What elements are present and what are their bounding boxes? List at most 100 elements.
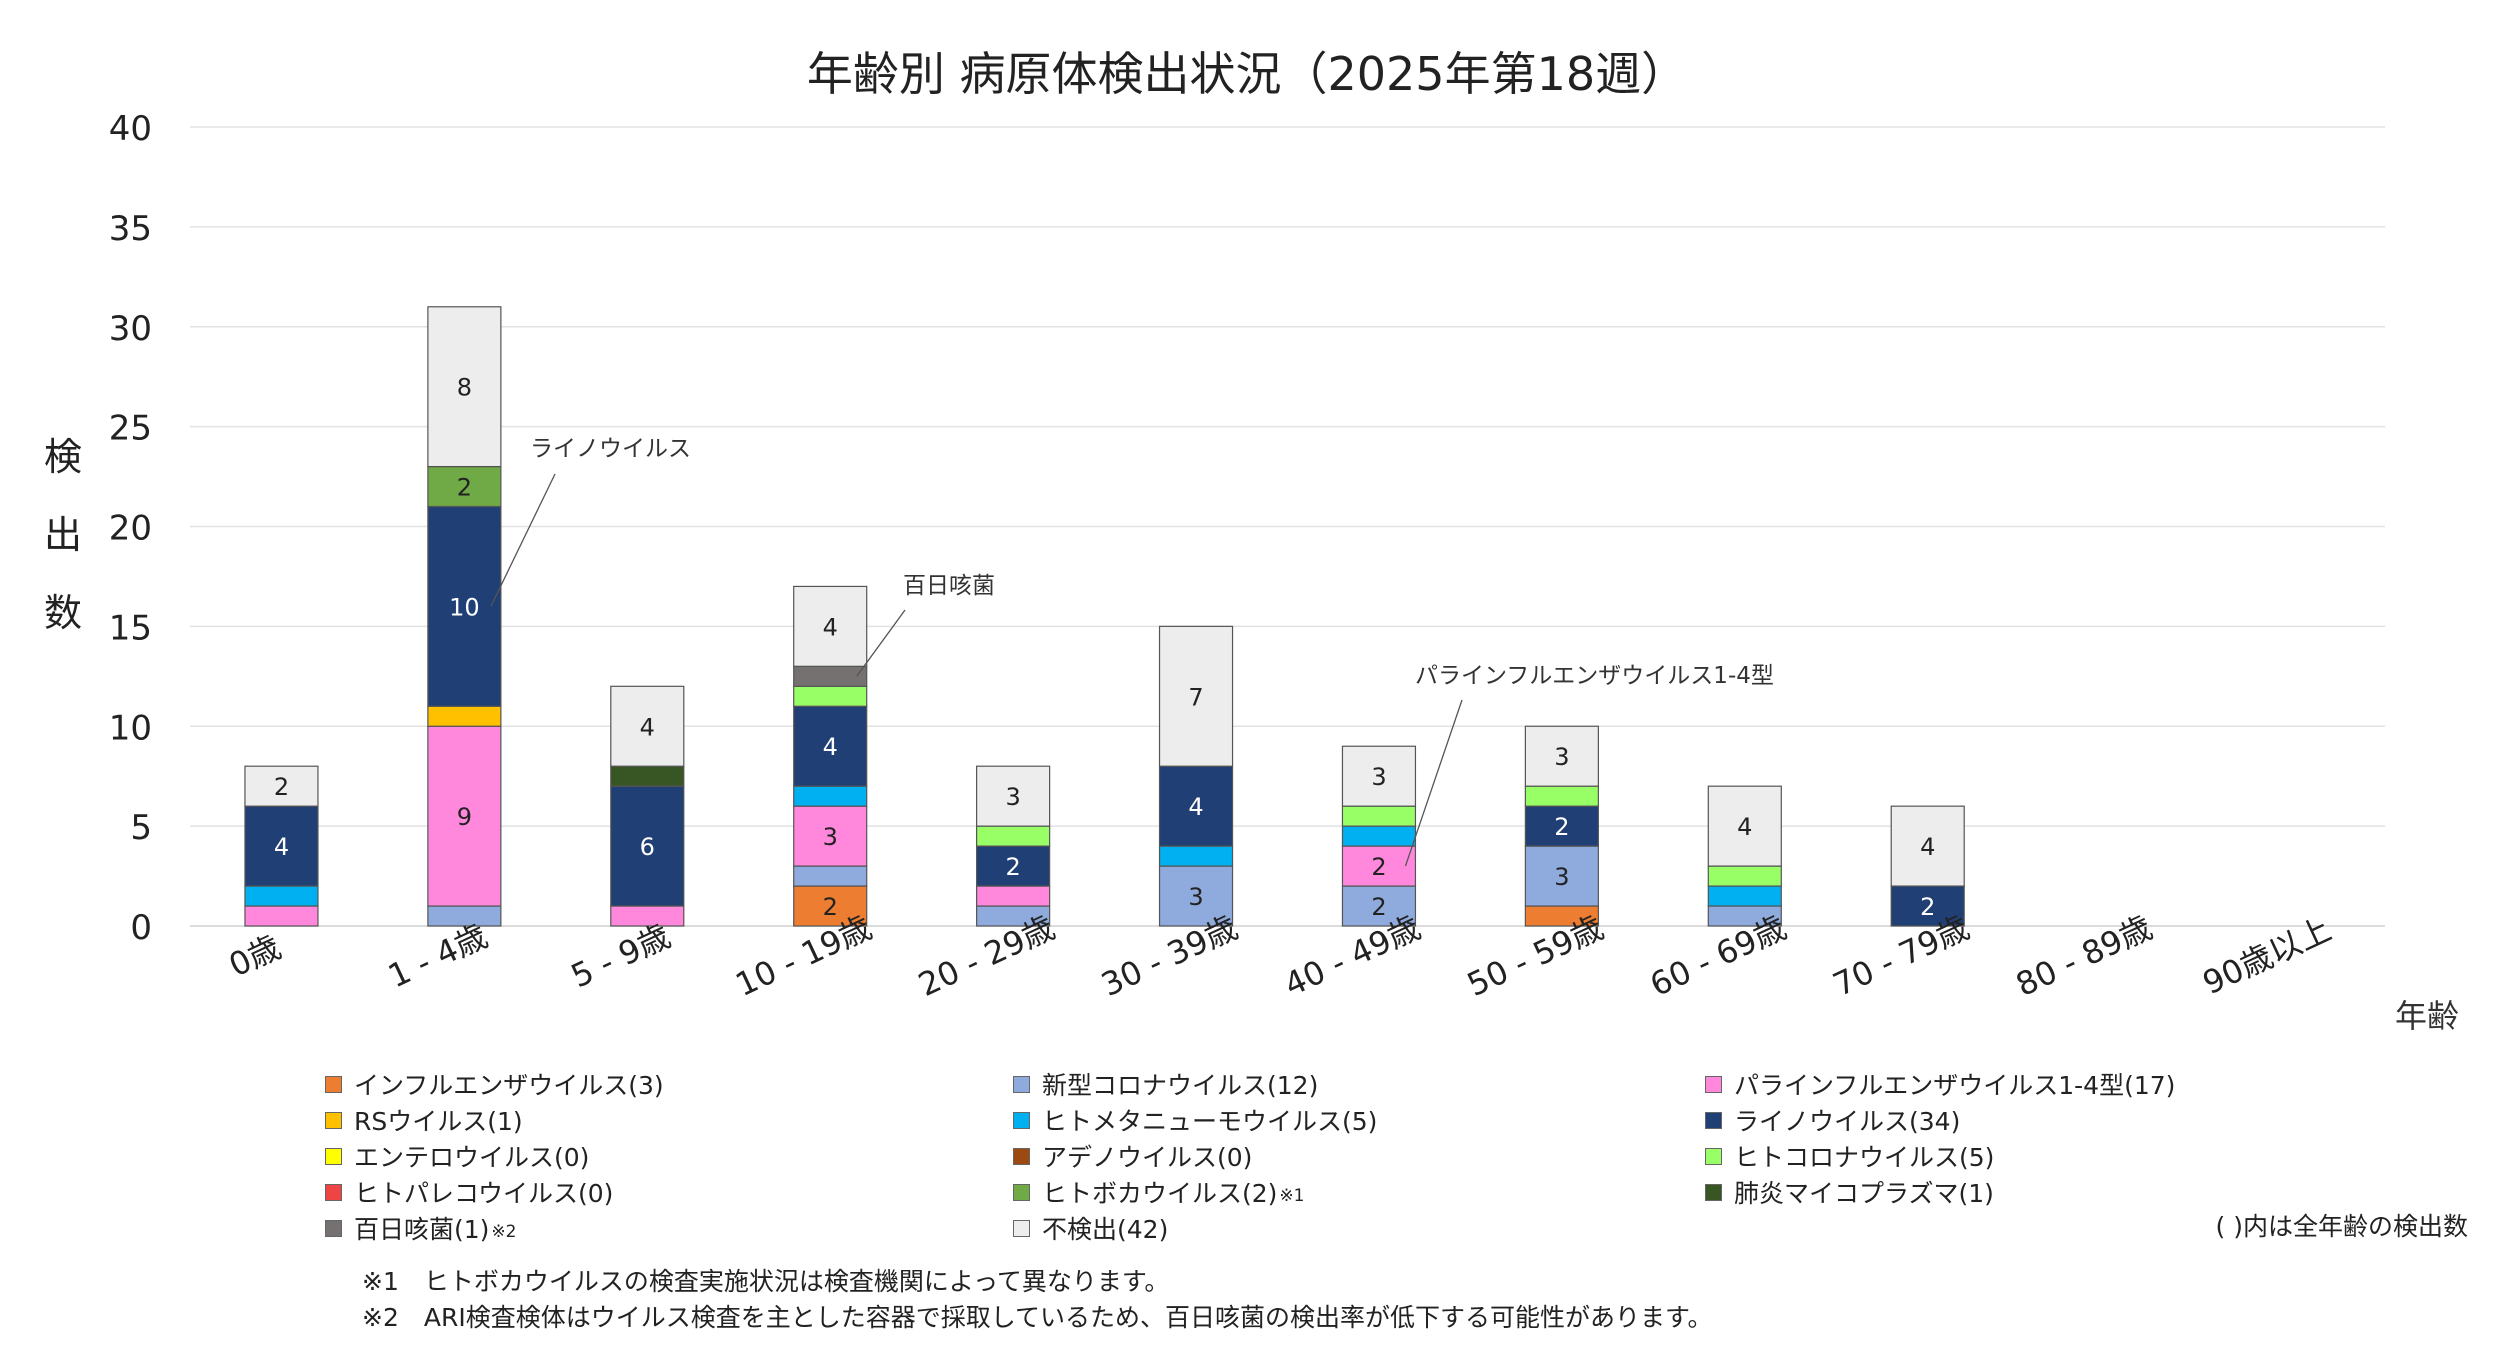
callout-label: パラインフルエンザウイルス1-4型	[1415, 663, 1774, 689]
gridlines	[190, 126, 2385, 927]
legend-note-mark: ※1	[1279, 1186, 1305, 1206]
data-label: 2	[1920, 893, 1935, 921]
bar-segment	[976, 885, 1051, 907]
data-label: 2	[274, 773, 289, 801]
y-axis-label: 検出数	[44, 435, 82, 635]
bar-segment	[610, 765, 685, 787]
legend-label: ヒトメタニューモウイルス(5)	[1042, 1107, 1378, 1136]
data-label: 4	[1188, 793, 1203, 821]
legend-label: RSウイルス(1)	[354, 1107, 523, 1136]
bar-segment	[793, 805, 868, 867]
legend-item: ヒトコロナウイルス(5)	[1705, 1138, 1994, 1174]
bar-segment	[1158, 765, 1234, 847]
callout-label: ライノウイルス	[530, 436, 691, 462]
bar-segment	[1890, 885, 1965, 927]
data-label: 2	[1005, 853, 1020, 881]
legend-swatch	[1013, 1075, 1030, 1093]
legend-label: ヒトボカウイルス(2)	[1042, 1179, 1278, 1208]
y-tick-label: 30	[109, 309, 152, 349]
legend-label: ヒトコロナウイルス(5)	[1734, 1143, 1995, 1172]
data-label: 3	[1554, 743, 1569, 771]
legend-swatch	[1013, 1111, 1030, 1129]
bar-segment	[793, 685, 868, 707]
x-tick-label: 0歳	[223, 928, 287, 985]
data-label: 2	[457, 474, 472, 502]
legend-item: ヒトボカウイルス(2) ※1	[1013, 1174, 1304, 1210]
bar-segment	[1158, 865, 1234, 927]
data-label: 2	[823, 893, 838, 921]
legend-swatch	[1705, 1183, 1722, 1201]
bar-segment	[793, 885, 868, 927]
bar-segment	[1707, 785, 1782, 867]
bar-segment	[427, 306, 502, 468]
bar-segment	[244, 765, 319, 807]
legend-label: 百日咳菌(1)	[354, 1215, 490, 1244]
data-label: 4	[823, 733, 838, 761]
legend-item: アデノウイルス(0)	[1013, 1138, 1252, 1174]
bar-segment	[793, 705, 868, 787]
chart-title: 年齢別 病原体検出状況（2025年第18週）	[807, 47, 1687, 101]
data-label: 4	[274, 833, 289, 861]
legend-label: 新型コロナウイルス(12)	[1042, 1071, 1319, 1100]
bar-segment	[976, 765, 1051, 827]
data-label: 3	[1188, 883, 1203, 911]
bar-segment	[1524, 725, 1599, 787]
y-tick-label: 20	[109, 509, 152, 549]
bar-segment	[427, 505, 502, 707]
callout-leader	[856, 609, 906, 677]
data-label: 3	[823, 823, 838, 851]
legend-label: ライノウイルス(34)	[1734, 1107, 1961, 1136]
y-tick-label: 15	[109, 608, 152, 648]
data-label: 3	[1371, 763, 1386, 791]
legend-item: RSウイルス(1)	[325, 1102, 523, 1138]
data-label: 6	[640, 833, 655, 861]
bar-segment	[244, 905, 319, 927]
legend-swatch	[1705, 1075, 1722, 1093]
data-label: 8	[457, 374, 472, 402]
x-tick-label: 90歳以上	[2197, 910, 2337, 1002]
x-axis-ticks: 0歳 1 - 4歳 5 - 9歳 10 - 19歳 20 - 29歳 30 - 39歳 40…	[223, 908, 2337, 1004]
legend-label: パラインフルエンザウイルス1-4型(17)	[1734, 1071, 2176, 1100]
bar-segment	[1524, 785, 1599, 807]
legend-item: ライノウイルス(34)	[1705, 1102, 1960, 1138]
bar-segment	[1707, 865, 1782, 887]
data-label: 2	[1371, 853, 1386, 881]
legend-label: インフルエンザウイルス(3)	[354, 1071, 664, 1100]
y-axis-label-char: 数	[44, 591, 82, 635]
bar-segment	[427, 705, 502, 727]
bar-segment	[793, 665, 868, 687]
legend-item: 肺炎マイコプラズマ(1)	[1705, 1174, 1994, 1210]
bar-segment	[1341, 885, 1417, 927]
bar-segment	[1524, 805, 1599, 847]
bar-segment	[1158, 845, 1234, 867]
legend-item: ヒトメタニューモウイルス(5)	[1013, 1102, 1377, 1138]
legend-swatch	[1013, 1219, 1030, 1237]
legend-swatch	[325, 1111, 342, 1129]
legend-swatch	[1705, 1147, 1722, 1165]
legend-swatch	[325, 1075, 342, 1093]
callout-leader	[490, 473, 556, 607]
y-tick-label: 40	[109, 109, 152, 149]
legend-swatch	[325, 1183, 342, 1201]
legend-note-mark: ※2	[491, 1222, 517, 1242]
legend-item: 不検出(42)	[1013, 1210, 1168, 1246]
callout-leader	[1404, 699, 1463, 867]
x-tick-label: 5 - 9歳	[565, 917, 676, 996]
footnote-1: ※1 ヒトボカウイルスの検査実施状況は検査機関によって異なります。	[362, 1267, 1170, 1296]
footnote-2: ※2 ARI検査検体はウイルス検査を主とした容器で採取しているため、百日咳菌の検…	[362, 1303, 1713, 1332]
legend-item: インフルエンザウイルス(3)	[325, 1066, 664, 1102]
y-tick-label: 10	[109, 708, 152, 748]
y-axis-label-char: 出	[44, 513, 82, 557]
legend-label: 肺炎マイコプラズマ(1)	[1734, 1179, 1994, 1208]
bar-segment	[244, 805, 319, 887]
data-labels: 4 2 9 10 2 8 6 4 2 3 4 4 2 3 3 4 7 2 2 3 3 2 3 4 2 4	[274, 374, 1936, 921]
x-axis-label: 年齢	[2395, 997, 2459, 1035]
legend-item: パラインフルエンザウイルス1-4型(17)	[1705, 1066, 2175, 1102]
legend-item: 新型コロナウイルス(12)	[1013, 1066, 1318, 1102]
legend-label: 不検出(42)	[1042, 1215, 1169, 1244]
legend-swatch	[1013, 1183, 1030, 1201]
legend-swatch	[1013, 1147, 1030, 1165]
bar-segment	[1341, 805, 1417, 827]
